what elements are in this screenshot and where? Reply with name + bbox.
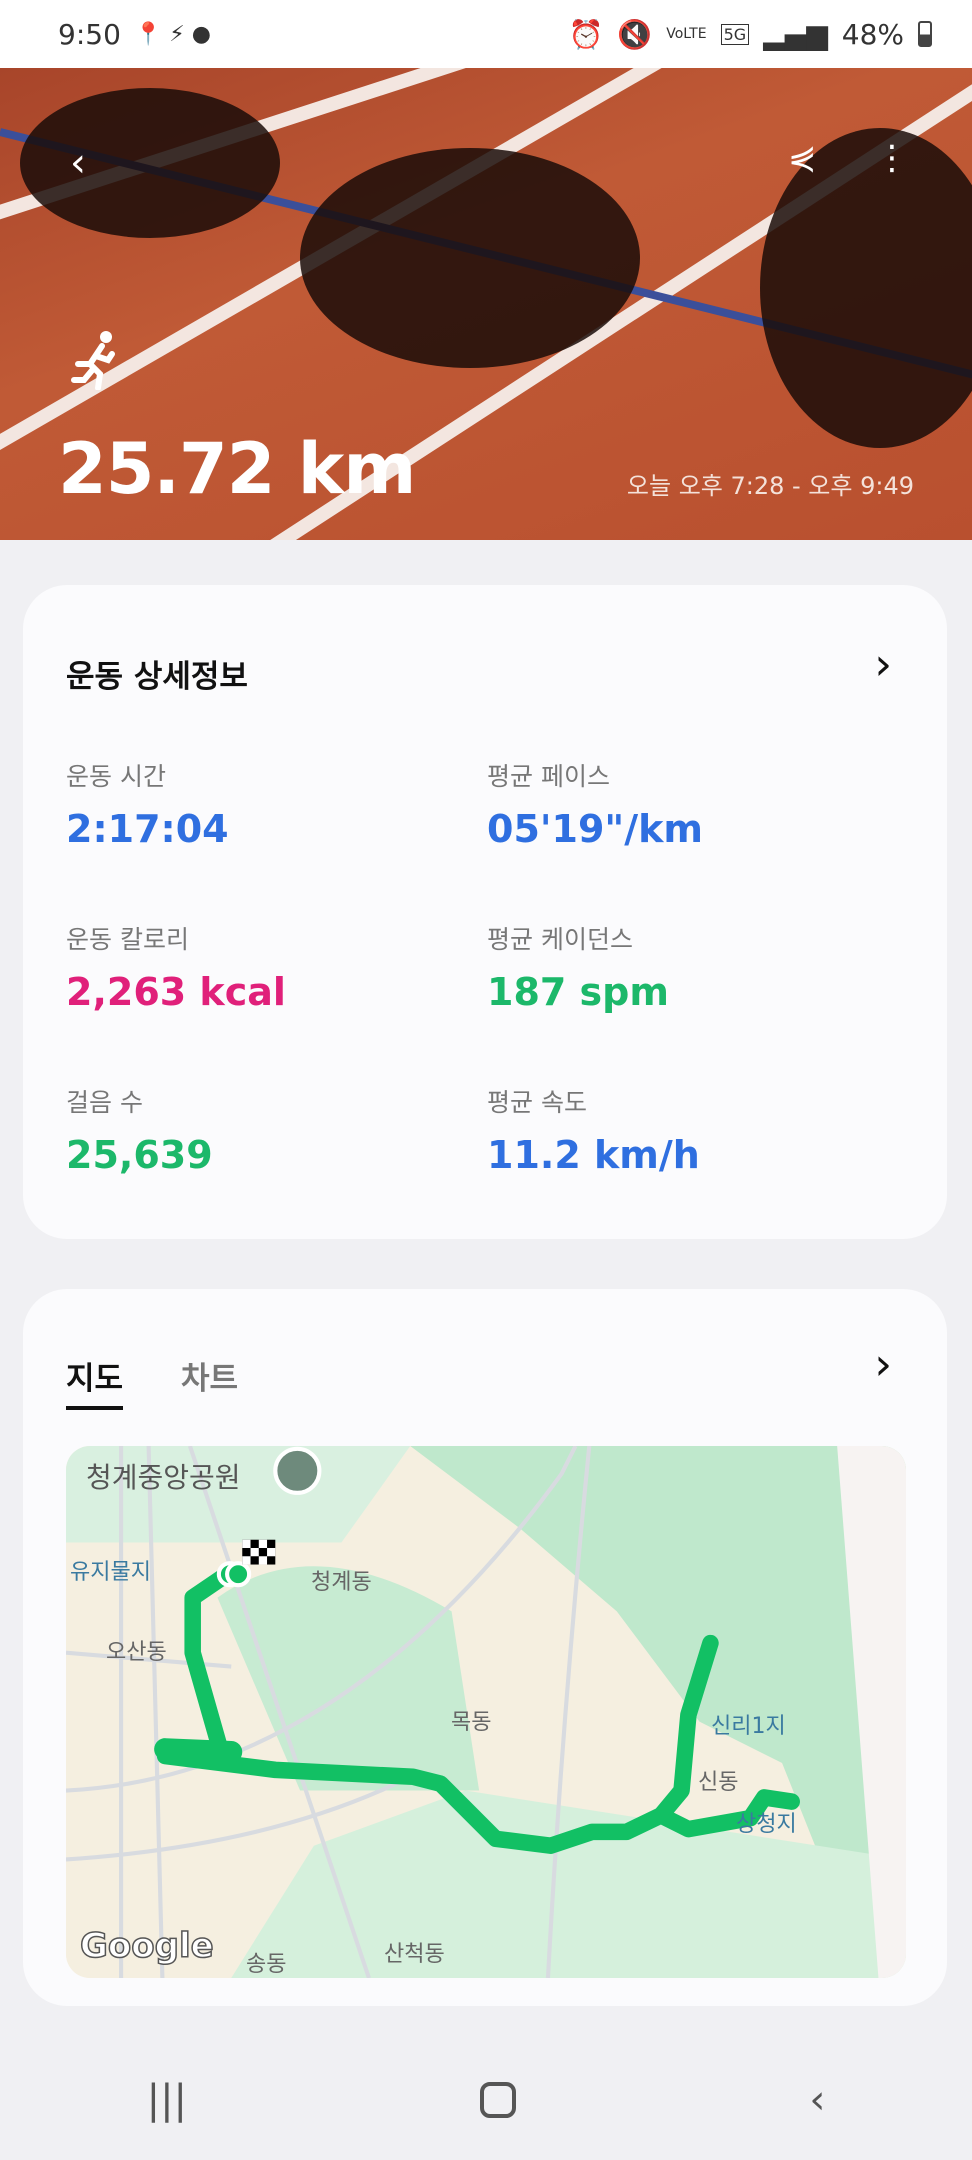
share-button[interactable]: ⋞ xyxy=(788,138,817,178)
alarm-icon: ⏰ xyxy=(568,17,604,51)
map-label: 상청지 xyxy=(736,1812,797,1837)
back-icon[interactable]: ‹ xyxy=(809,2077,826,2123)
time-range: 오늘 오후 7:28 - 오후 9:49 xyxy=(626,472,914,500)
clock: 9:50 xyxy=(58,17,121,51)
battery-text: 48% xyxy=(841,17,904,51)
map-label: 산척동 xyxy=(384,1942,445,1967)
chevron-right-icon[interactable]: › xyxy=(874,1339,892,1390)
workout-details-card[interactable]: 운동 상세정보 › 운동 시간 2:17:04 평균 페이스 05'19"/km 운… xyxy=(23,585,947,1239)
more-options-button[interactable]: ⋮ xyxy=(875,138,909,178)
mute-icon: 🔇 xyxy=(617,17,653,51)
map-label: 송동 xyxy=(246,1952,287,1977)
stat-calories: 운동 칼로리 2,263 kcal xyxy=(66,925,286,1014)
card-title: 운동 상세정보 xyxy=(66,659,248,695)
route-map[interactable]: 청계중앙공원 유지물지 청계동 오산동 목동 신리1지 신동 상청지 산척동 송… xyxy=(66,1446,906,1978)
stat-duration: 운동 시간 2:17:04 xyxy=(66,762,229,851)
notification-icons: 📍 ⚡ ● xyxy=(134,21,211,47)
map-label: 목동 xyxy=(451,1710,492,1735)
stat-avg-cadence: 평균 케이던스 187 spm xyxy=(487,925,669,1014)
map-label: 유지물지 xyxy=(70,1560,151,1585)
status-bar: 9:50 📍 ⚡ ● ⏰ 🔇 VoLTE 5G ▂▄▆ 48% xyxy=(0,0,972,68)
stat-avg-speed: 평균 속도 11.2 km/h xyxy=(487,1088,700,1177)
route-line xyxy=(156,1565,800,1854)
stat-steps: 걸음 수 25,639 xyxy=(66,1088,213,1177)
stat-avg-pace: 평균 페이스 05'19"/km xyxy=(487,762,703,851)
navigation-bar: ||| ‹ xyxy=(0,2040,972,2160)
map-label: 청계중앙공원 xyxy=(86,1461,241,1494)
battery-icon xyxy=(918,21,932,47)
google-logo: Google xyxy=(79,1925,214,1967)
signal-icon: ▂▄▆ xyxy=(763,17,828,51)
back-button[interactable]: ‹ xyxy=(70,140,86,186)
tab-chart[interactable]: 차트 xyxy=(181,1361,239,1397)
map-background xyxy=(66,1446,906,1978)
map-label: 오산동 xyxy=(106,1640,167,1665)
distance-value: 25.72 km xyxy=(58,428,416,510)
map-label: 신동 xyxy=(698,1770,739,1795)
map-chart-card: 지도 차트 › 청계중앙공원 유지물지 청 xyxy=(23,1289,947,2006)
map-label: 청계동 xyxy=(311,1570,372,1595)
map-label: 신리1지 xyxy=(711,1714,786,1739)
volte-icon: VoLTE xyxy=(666,26,707,42)
chevron-right-icon[interactable]: › xyxy=(874,639,892,690)
network-icon: 5G xyxy=(720,23,750,45)
running-icon xyxy=(71,331,115,390)
home-icon[interactable] xyxy=(480,2082,517,2118)
hero-banner: ‹ ⋞ ⋮ 25.72 km 오늘 오후 7:28 - 오후 9:49 xyxy=(0,68,972,540)
recents-icon[interactable]: ||| xyxy=(146,2077,188,2123)
park-pin-icon xyxy=(273,1446,322,1495)
tab-map[interactable]: 지도 xyxy=(66,1353,124,1410)
